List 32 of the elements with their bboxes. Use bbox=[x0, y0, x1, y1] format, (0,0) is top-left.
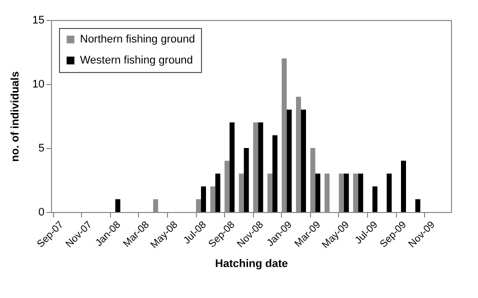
y-tick-label: 10 bbox=[32, 78, 44, 90]
bar bbox=[244, 148, 249, 212]
bar bbox=[301, 110, 306, 212]
bar bbox=[272, 135, 278, 212]
bar bbox=[210, 186, 216, 212]
bar bbox=[324, 174, 330, 212]
y-tick-label: 5 bbox=[38, 142, 44, 154]
y-axis-title: no. of individuals bbox=[9, 71, 22, 162]
bar bbox=[230, 122, 235, 212]
bar bbox=[386, 174, 392, 212]
x-axis-title: Hatching date bbox=[215, 258, 288, 270]
bar bbox=[115, 199, 120, 212]
y-tick-label: 15 bbox=[32, 14, 44, 26]
y-tick-label: 0 bbox=[38, 206, 44, 218]
bar bbox=[153, 199, 158, 212]
bar bbox=[353, 174, 358, 212]
bar bbox=[258, 122, 264, 212]
bar bbox=[372, 186, 378, 212]
legend-label: Western fishing ground bbox=[80, 54, 193, 66]
bar bbox=[415, 199, 420, 212]
bar bbox=[215, 174, 220, 212]
bar bbox=[286, 110, 292, 212]
bar bbox=[267, 174, 272, 212]
bar bbox=[344, 174, 349, 212]
bar bbox=[401, 160, 406, 212]
bar bbox=[238, 174, 244, 212]
bar bbox=[296, 96, 301, 212]
legend-label: Northern fishing ground bbox=[80, 34, 195, 46]
bar bbox=[315, 174, 320, 212]
bar bbox=[201, 186, 206, 212]
bar bbox=[358, 174, 364, 212]
bar bbox=[338, 174, 344, 212]
